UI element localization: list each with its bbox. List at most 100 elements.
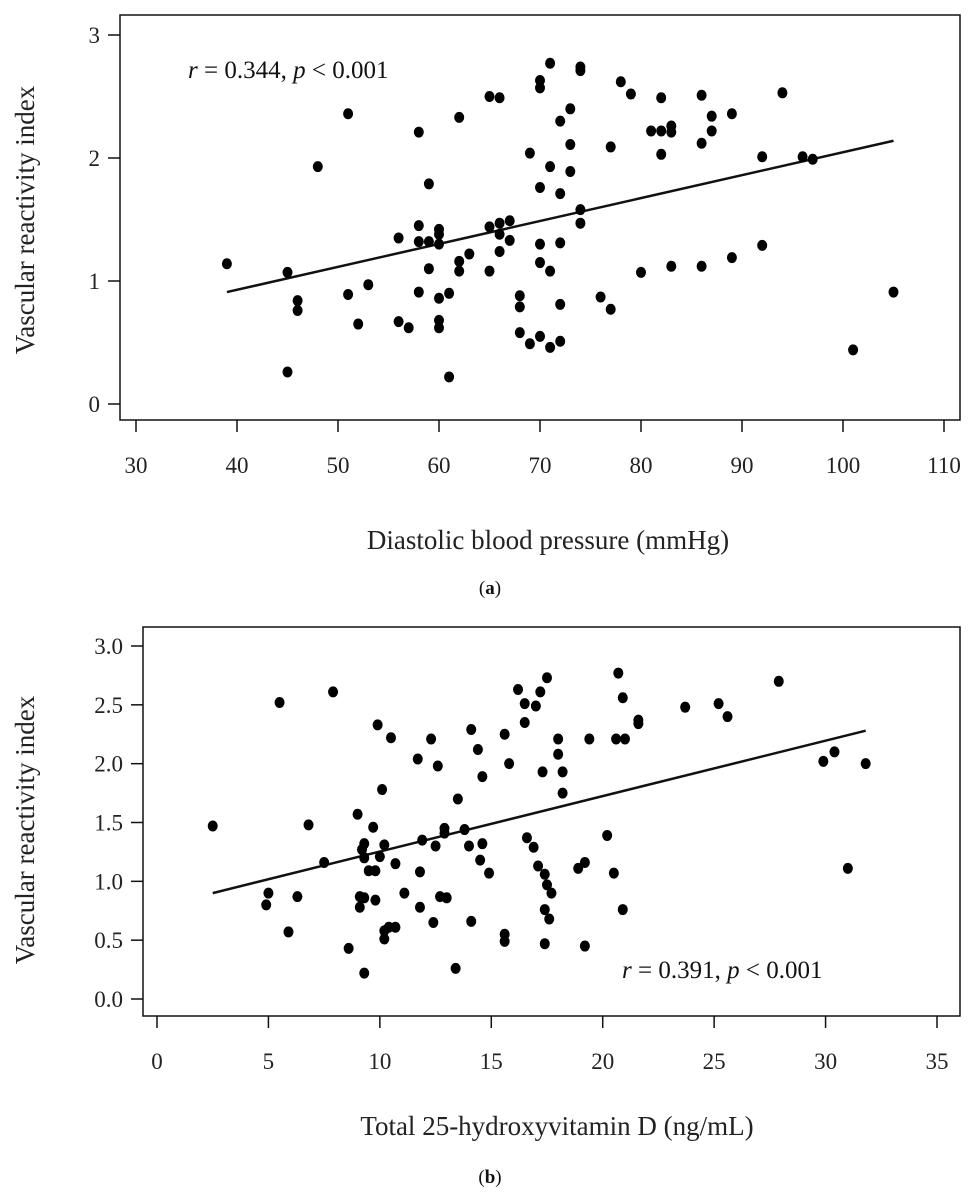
data-point	[706, 110, 717, 122]
x-tick-label: 100	[826, 453, 861, 478]
data-point	[533, 860, 544, 872]
y-tick-label: 2	[89, 146, 101, 171]
data-point	[282, 366, 293, 378]
data-point	[439, 827, 450, 839]
data-point	[352, 808, 363, 820]
data-point	[390, 921, 401, 933]
panel-caption: (a)	[479, 578, 501, 599]
data-point	[504, 215, 515, 227]
data-point	[666, 126, 677, 138]
x-tick-label: 5	[263, 1049, 275, 1074]
data-point	[555, 188, 566, 200]
data-point	[575, 217, 586, 229]
data-point	[656, 125, 667, 137]
data-point	[535, 686, 546, 698]
data-point	[565, 166, 576, 178]
caption-letter: a	[485, 578, 495, 599]
data-point	[292, 891, 303, 903]
data-point	[377, 784, 388, 796]
data-point	[354, 901, 365, 913]
y-tick-label: 0	[89, 392, 101, 417]
data-point	[379, 839, 390, 851]
data-point	[359, 838, 370, 850]
data-point	[646, 125, 657, 137]
correlation-annotation: r = 0.391, p < 0.001	[622, 957, 822, 984]
data-point	[292, 305, 303, 317]
data-point	[484, 867, 495, 879]
y-tick-label: 1	[89, 269, 101, 294]
y-axis: 0 1 2 3	[89, 23, 120, 417]
data-point	[368, 821, 379, 833]
data-point	[545, 161, 556, 173]
data-point	[757, 151, 768, 163]
data-point	[633, 718, 644, 730]
x-tick-label: 30	[125, 453, 148, 478]
p-value: < 0.001	[306, 57, 389, 84]
r-symbol: r	[622, 957, 632, 984]
data-point	[328, 686, 339, 698]
y-tick-label: 2.0	[94, 752, 123, 777]
data-point	[888, 286, 899, 298]
data-point	[524, 147, 535, 159]
data-point	[546, 887, 557, 899]
data-point	[680, 701, 691, 713]
data-point	[545, 57, 556, 69]
r-symbol: r	[188, 57, 198, 84]
data-point	[535, 330, 545, 342]
data-point	[696, 137, 707, 149]
data-point	[617, 692, 628, 704]
data-point	[605, 303, 616, 315]
data-point	[430, 840, 441, 852]
y-tick-label: 3	[89, 23, 101, 48]
data-point	[428, 917, 439, 929]
data-point	[613, 667, 624, 679]
data-point	[412, 753, 423, 765]
data-point	[514, 290, 525, 302]
data-point	[464, 840, 474, 852]
data-point	[261, 899, 272, 911]
data-point	[372, 719, 383, 731]
r-value: = 0.391,	[632, 957, 727, 984]
data-point	[283, 926, 294, 938]
data-point	[773, 675, 784, 687]
data-point	[521, 832, 532, 844]
data-point	[499, 728, 510, 740]
data-point	[807, 153, 818, 165]
data-point	[359, 852, 370, 864]
data-point	[504, 234, 515, 246]
data-point	[472, 744, 483, 756]
data-point	[625, 88, 636, 100]
data-point	[726, 252, 737, 264]
data-point	[413, 126, 424, 138]
x-tick-label: 25	[703, 1049, 726, 1074]
data-point	[426, 733, 437, 745]
data-point	[713, 698, 724, 710]
data-point	[608, 867, 619, 879]
data-point	[413, 286, 424, 298]
data-point	[666, 260, 677, 272]
y-tick-label: 2.5	[94, 693, 123, 718]
data-point	[494, 217, 505, 229]
data-point	[535, 238, 545, 250]
data-point	[722, 711, 733, 723]
x-tick-label: 20	[591, 1049, 614, 1074]
y-axis: 0.0 0.5 1.0 1.5 2.0 2.5 3.0	[94, 634, 143, 1012]
data-point	[514, 327, 525, 339]
y-tick-label: 0.0	[94, 987, 123, 1012]
data-point	[484, 221, 495, 233]
data-point	[539, 938, 550, 950]
data-point	[860, 758, 871, 770]
r-value: = 0.344,	[198, 57, 293, 84]
points	[207, 667, 871, 979]
data-point	[706, 125, 717, 137]
data-point	[555, 298, 566, 310]
data-point	[423, 263, 434, 275]
data-point	[414, 866, 425, 878]
x-tick-label: 110	[927, 453, 961, 478]
y-axis-label: Vascular reactivity index	[10, 695, 40, 964]
data-point	[466, 915, 477, 927]
data-point	[370, 865, 381, 877]
correlation-annotation: r = 0.344, p < 0.001	[188, 57, 388, 84]
data-point	[312, 161, 323, 173]
x-axis: 30 40 50 60 70 80 90 100 110	[125, 420, 961, 478]
